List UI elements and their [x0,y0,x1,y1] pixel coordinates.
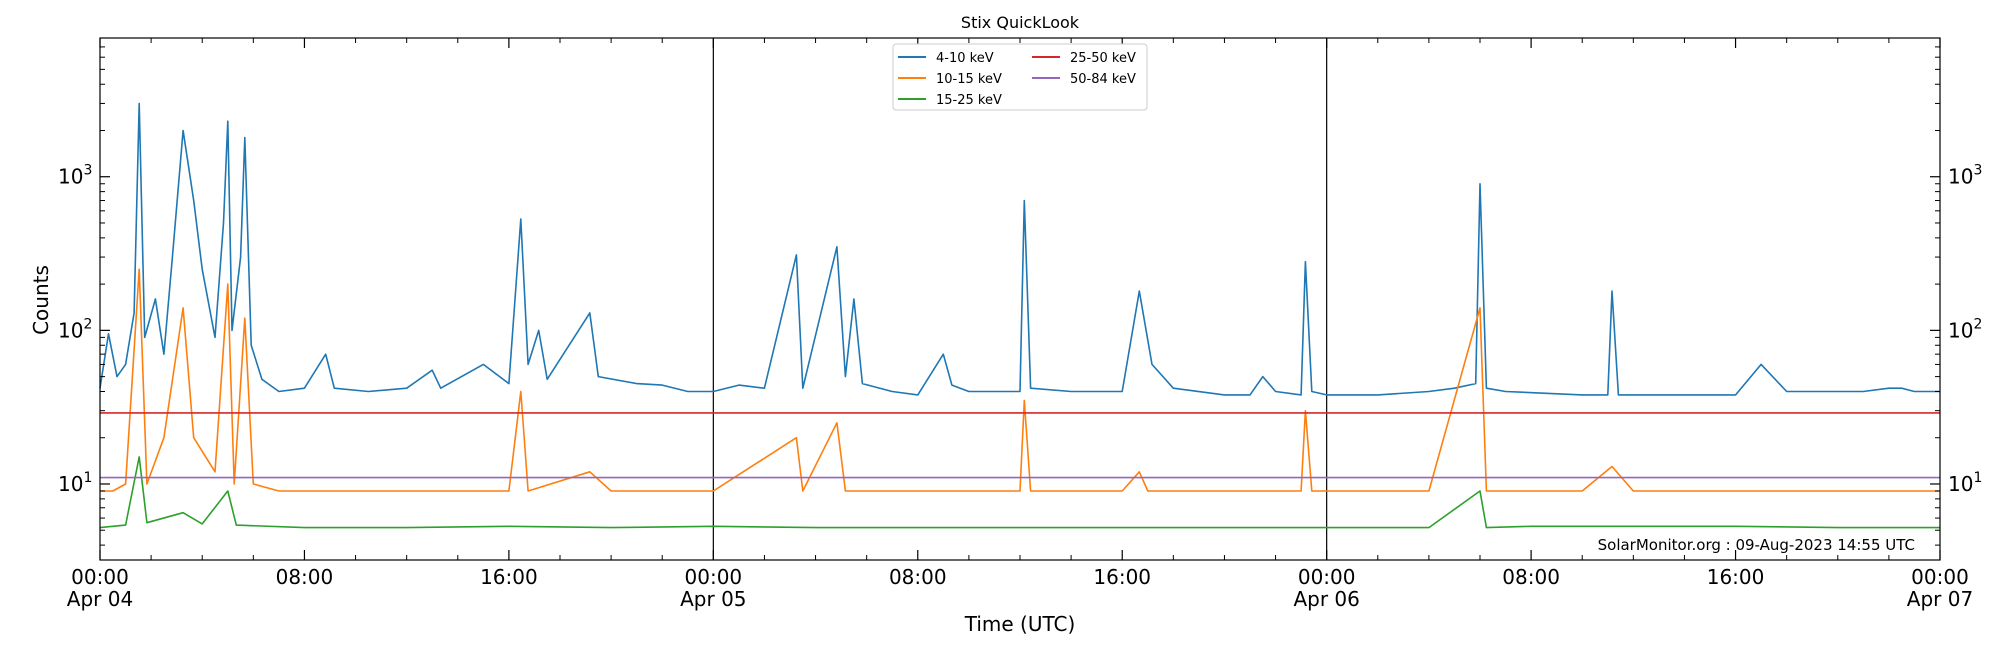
y-tick-label-right: 101 [1948,470,1982,496]
x-tick-label: 00:00 [1298,565,1356,589]
legend: 4-10 keV 10-15 keV 15-25 keV 25-50 keV 50-84… [892,43,1148,111]
x-tick-date-label: Apr 05 [680,587,746,611]
legend-label: 25-50 keV [1070,51,1136,66]
legend-box [892,43,1148,111]
x-tick-date-label: Apr 07 [1907,587,1973,611]
x-axis-label: Time (UTC) [964,612,1076,636]
chart-title: Stix QuickLook [961,13,1080,32]
x-tick-label: 08:00 [889,565,947,589]
legend-label: 50-84 keV [1070,72,1136,87]
x-tick-date-label: Apr 04 [67,587,133,611]
x-tick-label: 00:00 [685,565,743,589]
x-tick-label: 16:00 [1093,565,1151,589]
solarmonitor-annotation: SolarMonitor.org : 09-Aug-2023 14:55 UTC [1598,536,1915,554]
series-10-15-kev [100,268,1940,492]
x-tick-label: 08:00 [1502,565,1560,589]
y-tick-label: 102 [58,316,92,342]
series-layer [99,102,1940,529]
y-tick-label: 103 [58,163,92,189]
x-tick-label: 16:00 [480,565,538,589]
x-tick-label: 00:00 [1911,565,1969,589]
x-tick-label: 08:00 [276,565,334,589]
day-separators [712,38,1328,560]
x-tick-date-label: Apr 06 [1293,587,1359,611]
y-tick-label: 101 [58,470,92,496]
series-4-10-kev [99,102,1940,396]
legend-label: 10-15 keV [936,72,1002,87]
y-axis-label: Counts [29,265,53,335]
y-tick-label-right: 102 [1948,316,1982,342]
x-tick-label: 16:00 [1707,565,1765,589]
x-tick-label: 00:00 [71,565,129,589]
series-15-25-kev [99,456,1940,529]
y-tick-label-right: 103 [1948,163,1982,189]
legend-label: 15-25 keV [936,93,1002,108]
legend-label: 4-10 keV [936,51,994,66]
